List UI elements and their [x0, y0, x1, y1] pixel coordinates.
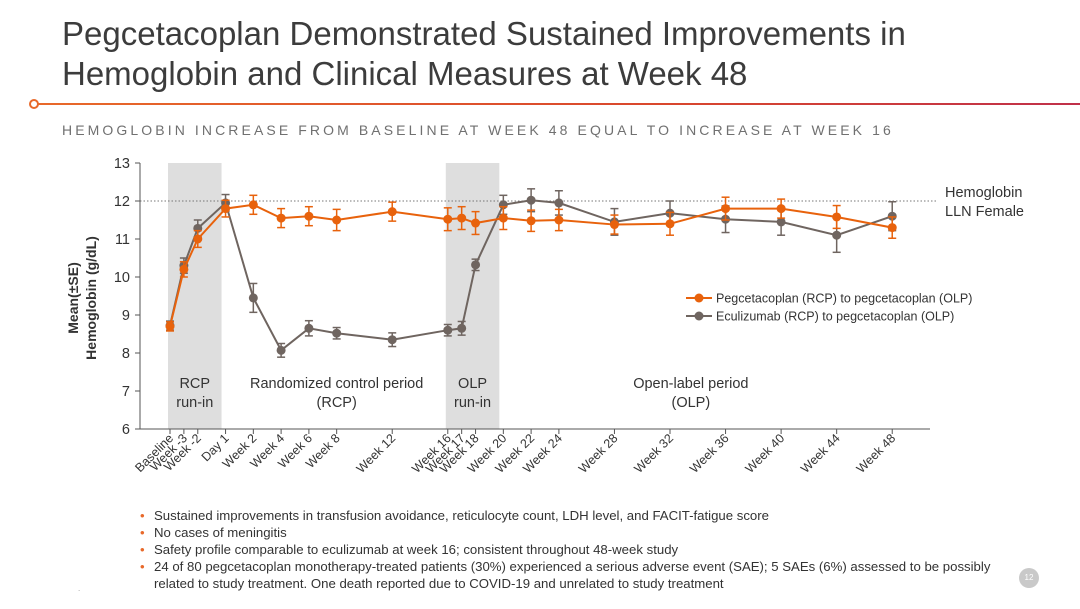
y-tick-label: 7 [122, 384, 130, 400]
corner-mark: . [78, 584, 81, 593]
data-point [498, 213, 508, 223]
y-tick-label: 13 [114, 156, 130, 172]
reference-line-label: LLN Female [945, 204, 1024, 220]
bullet-item: Safety profile comparable to eculizumab … [140, 541, 1020, 558]
slide-subtitle: HEMOGLOBIN INCREASE FROM BASELINE AT WEE… [62, 122, 894, 138]
legend-label: Pegcetacoplan (RCP) to pegcetacoplan (OL… [716, 292, 972, 306]
bullet-item: Sustained improvements in transfusion av… [140, 507, 1020, 524]
y-tick-label: 12 [114, 194, 130, 210]
data-point [387, 207, 397, 217]
x-tick-label: Week 28 [576, 431, 621, 476]
reference-line-label: Hemoglobin [945, 185, 1022, 201]
data-point [887, 211, 897, 221]
hemoglobin-chart: RCP run-in OLP run-in Randomized control per… [65, 156, 1024, 476]
data-point [248, 200, 258, 210]
data-point [526, 195, 536, 205]
data-point [248, 293, 258, 303]
data-point [554, 198, 564, 208]
data-point [276, 213, 286, 223]
data-point [332, 215, 342, 225]
key-findings-list: Sustained improvements in transfusion av… [140, 507, 1020, 592]
data-point [554, 215, 564, 225]
data-point [457, 213, 467, 223]
period-label: (RCP) [317, 395, 357, 411]
y-tick-label: 9 [122, 308, 130, 324]
data-point [526, 216, 536, 226]
y-tick-label: 6 [122, 422, 130, 438]
title-divider-dot [29, 99, 39, 109]
y-tick-label: 10 [114, 270, 130, 286]
data-point [332, 328, 342, 338]
data-point [276, 345, 286, 355]
x-tick-label: Week 36 [687, 431, 732, 476]
slide-title-line1: Pegcetacoplan Demonstrated Sustained Imp… [62, 15, 906, 52]
shaded-period-label: run-in [176, 395, 213, 411]
data-point [193, 234, 203, 244]
data-point [609, 220, 619, 230]
data-point [832, 212, 842, 222]
data-point [304, 323, 314, 333]
data-point [457, 323, 467, 333]
slide-title: Pegcetacoplan Demonstrated Sustained Imp… [62, 14, 1042, 94]
period-label: Open-label period [633, 376, 748, 392]
shaded-period-label: RCP [179, 376, 210, 392]
y-axis-title: Hemoglobin (g/dL) [83, 236, 99, 360]
data-point [887, 223, 897, 233]
data-point [832, 230, 842, 240]
period-label: Randomized control period [250, 376, 423, 392]
x-tick-label: Week 12 [354, 431, 399, 476]
legend-swatch-marker [694, 311, 704, 321]
y-axis-title: Mean(±SE) [65, 262, 81, 333]
bullet-item: No cases of meningitis [140, 524, 1020, 541]
y-tick-label: 8 [122, 346, 130, 362]
data-point [165, 321, 175, 331]
shaded-period-label: run-in [454, 395, 491, 411]
legend-swatch-marker [694, 293, 704, 303]
slide-title-line2: Hemoglobin and Clinical Measures at Week… [62, 55, 748, 92]
data-point [221, 204, 231, 214]
page-number: 12 [1019, 568, 1039, 588]
data-point [179, 264, 189, 274]
x-tick-label: Week 48 [854, 431, 899, 476]
data-point [721, 204, 731, 214]
data-point [665, 219, 675, 229]
shaded-period-label: OLP [458, 376, 487, 392]
data-point [776, 204, 786, 214]
legend-label: Eculizumab (RCP) to pegcetacoplan (OLP) [716, 310, 954, 324]
x-tick-label: Week 40 [743, 431, 788, 476]
data-point [443, 325, 453, 335]
data-point [443, 214, 453, 224]
period-label: (OLP) [671, 395, 710, 411]
bullet-item: 24 of 80 pegcetacoplan monotherapy-treat… [140, 558, 1020, 592]
y-tick-label: 11 [115, 232, 130, 248]
title-divider [38, 103, 1080, 105]
data-point [776, 217, 786, 227]
x-tick-label: Week 44 [798, 431, 843, 476]
shaded-period [445, 163, 500, 429]
data-point [471, 218, 481, 228]
x-tick-label: Week 32 [631, 431, 676, 476]
data-point [471, 260, 481, 270]
data-point [304, 211, 314, 221]
data-point [387, 335, 397, 345]
